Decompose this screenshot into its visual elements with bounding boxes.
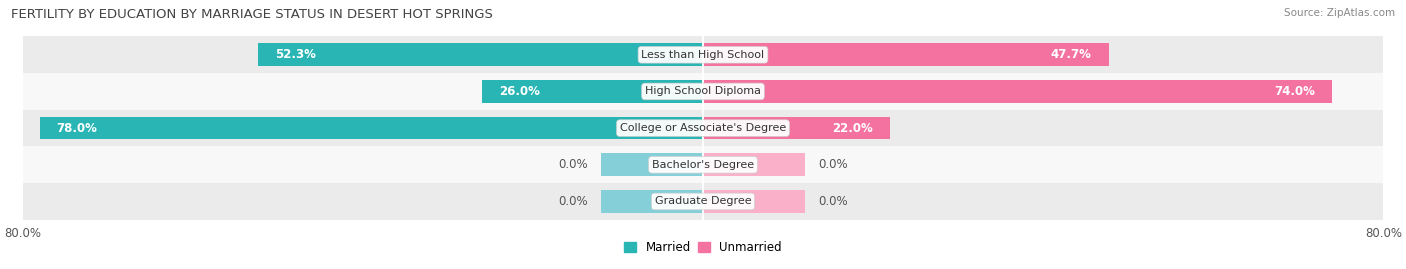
Text: 26.0%: 26.0% (499, 85, 540, 98)
Bar (703, 190, 806, 213)
Text: 78.0%: 78.0% (56, 122, 97, 134)
Text: 0.0%: 0.0% (818, 158, 848, 171)
Bar (22, 36, 1384, 73)
Text: FERTILITY BY EDUCATION BY MARRIAGE STATUS IN DESERT HOT SPRINGS: FERTILITY BY EDUCATION BY MARRIAGE STATU… (11, 8, 494, 21)
Bar (703, 153, 806, 176)
Bar (39, 117, 703, 140)
Text: College or Associate's Degree: College or Associate's Degree (620, 123, 786, 133)
Legend: Married, Unmarried: Married, Unmarried (624, 241, 782, 254)
Bar (703, 117, 890, 140)
Bar (22, 110, 1384, 146)
Bar (22, 146, 1384, 183)
Text: 0.0%: 0.0% (558, 158, 588, 171)
Bar (600, 190, 703, 213)
Bar (259, 43, 703, 66)
Text: 47.7%: 47.7% (1050, 48, 1091, 61)
Bar (600, 153, 703, 176)
Text: Bachelor's Degree: Bachelor's Degree (652, 160, 754, 170)
Text: 0.0%: 0.0% (818, 195, 848, 208)
Text: 52.3%: 52.3% (276, 48, 316, 61)
Text: 74.0%: 74.0% (1274, 85, 1315, 98)
Bar (22, 73, 1384, 110)
Text: 0.0%: 0.0% (558, 195, 588, 208)
Text: Less than High School: Less than High School (641, 50, 765, 60)
Text: Source: ZipAtlas.com: Source: ZipAtlas.com (1284, 8, 1395, 18)
Bar (482, 80, 703, 103)
Text: 22.0%: 22.0% (832, 122, 873, 134)
Text: Graduate Degree: Graduate Degree (655, 196, 751, 206)
Bar (22, 183, 1384, 220)
Bar (703, 43, 1109, 66)
Bar (703, 80, 1333, 103)
Text: High School Diploma: High School Diploma (645, 86, 761, 97)
